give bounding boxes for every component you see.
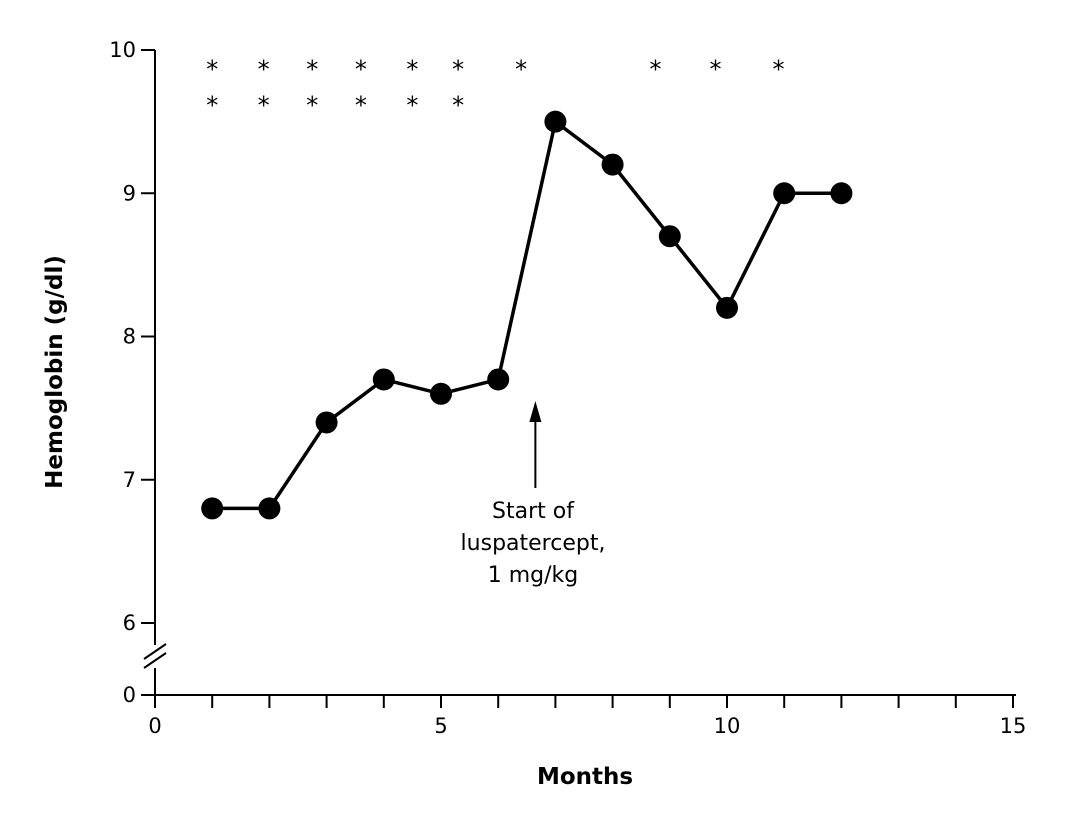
significance-stars: * * * * * * * * * * * * * * * * [206,55,784,119]
data-point [773,182,796,205]
luspatercept-annotation: Start of luspatercept, 1 mg/kg [461,401,606,588]
y-tick-label-0: 0 [123,683,136,707]
significance-star: * [306,55,318,83]
significance-star: * [355,55,367,83]
x-axis-title: Months [537,764,633,790]
data-point [372,368,395,391]
significance-star: * [206,55,218,83]
data-point [430,382,452,405]
significance-star: * [258,91,270,119]
significance-star: * [710,55,722,83]
significance-star: * [406,55,418,83]
significance-star: * [206,91,218,119]
x-tick-label: 0 [148,714,161,738]
data-point [544,110,567,133]
y-axis-title: Hemoglobin (g/dl) [42,255,68,489]
x-tick-label: 5 [434,714,447,738]
y-tick-label: 8 [123,325,136,349]
axes: 0 [123,50,1016,707]
data-point [487,368,510,391]
annotation-line-1: Start of [492,499,575,524]
y-ticks: 6 7 8 9 10 [109,38,155,635]
y-tick-label: 10 [109,38,136,62]
x-ticks: 0 5 10 15 [148,695,1026,738]
annotation-arrow-head [529,401,542,422]
axis-break-icon [143,643,167,669]
annotation-line-2: luspatercept, [461,531,606,556]
data-point [258,497,281,520]
annotation-line-3: 1 mg/kg [488,563,579,588]
significance-star: * [772,55,784,83]
significance-star: * [306,91,318,119]
data-point [830,182,853,205]
y-tick-label: 7 [123,468,136,492]
series-line [212,119,842,511]
significance-star: * [258,55,270,83]
series [201,110,853,520]
data-point [201,497,224,520]
significance-star: * [406,91,418,119]
data-point [716,296,738,319]
data-point [315,411,338,434]
x-tick-label: 10 [714,714,741,738]
y-tick-label: 6 [123,611,136,635]
significance-star: * [452,55,464,83]
significance-star: * [650,55,662,83]
significance-star: * [355,91,367,119]
y-tick-label: 9 [123,181,136,205]
data-point [601,153,624,176]
x-tick-label: 15 [1000,714,1027,738]
significance-star: * [515,55,527,83]
data-point [658,225,681,248]
significance-star: * [452,91,464,119]
